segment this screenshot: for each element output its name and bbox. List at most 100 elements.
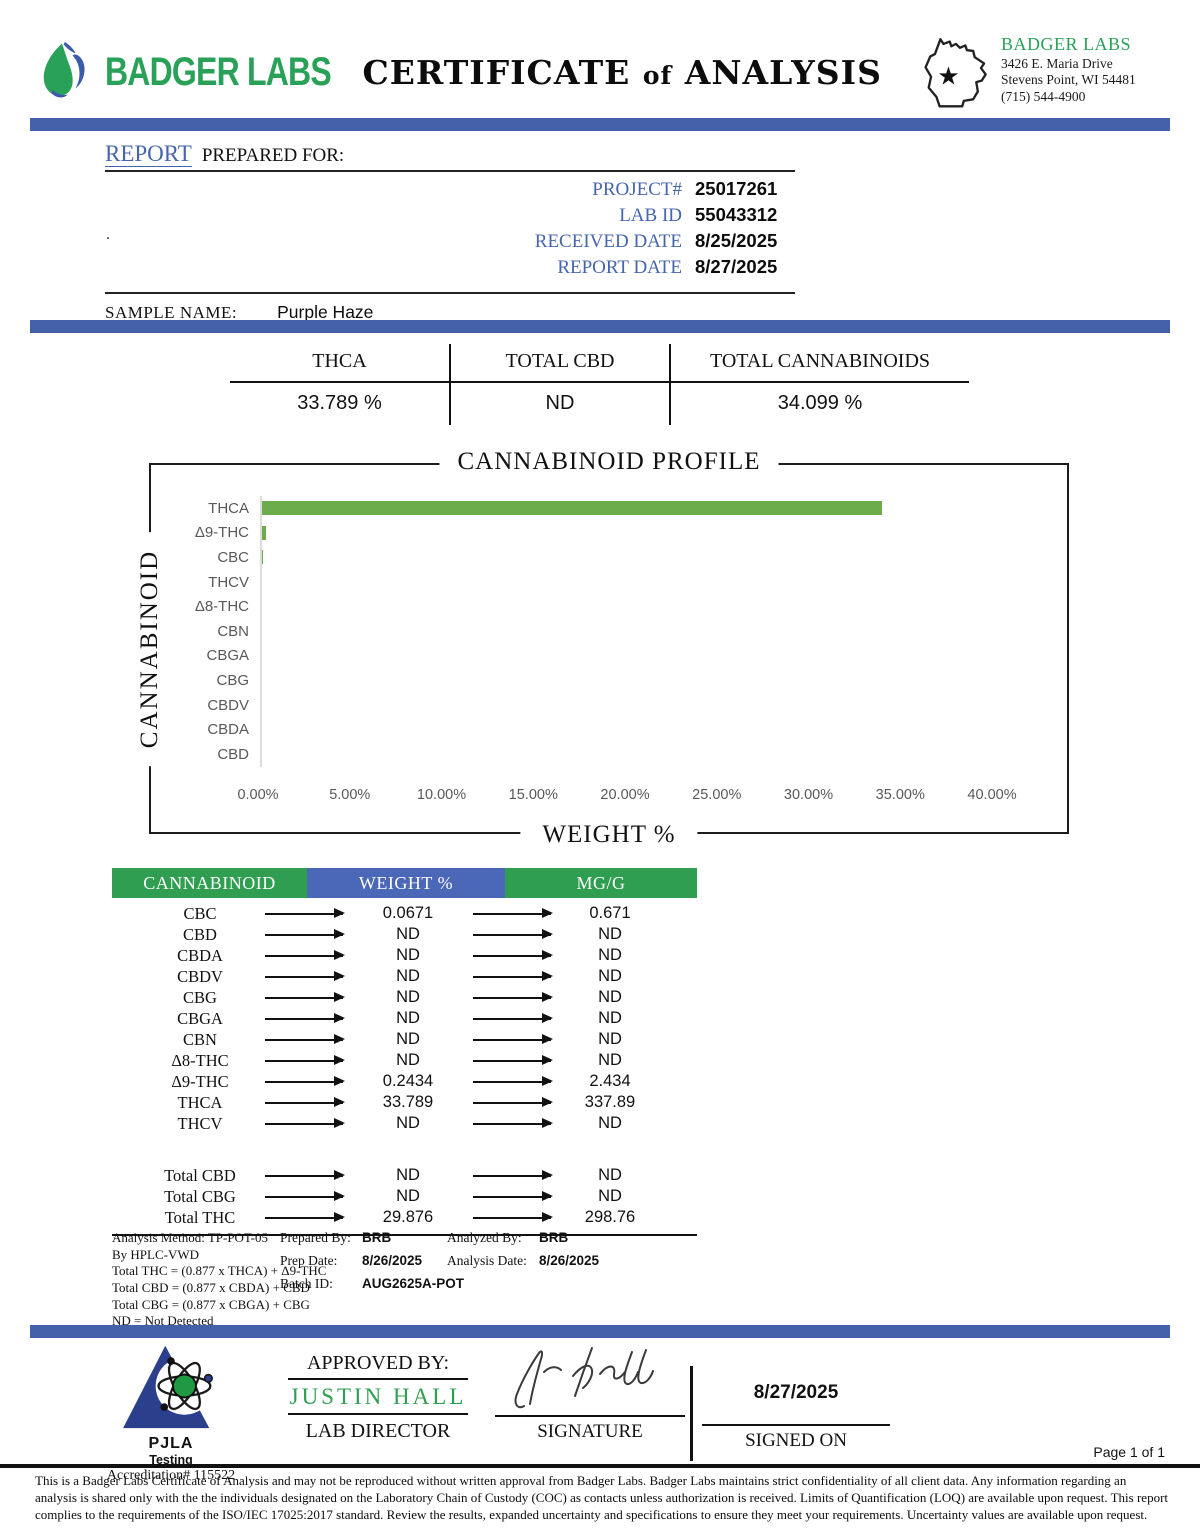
summary-column: TOTAL CANNABINOIDS 34.099 % (669, 344, 969, 425)
arrow-cell (468, 992, 556, 1002)
cannabinoid-name: CBGA (177, 1008, 223, 1028)
arrow-icon (473, 992, 553, 1002)
weight-percent-value: ND (396, 1009, 420, 1027)
prep-notes: Prepared By: BRB Prep Date: 8/26/2025 Batc… (280, 1230, 530, 1299)
mg-per-g-value: ND (598, 1187, 622, 1205)
arrow-icon (265, 971, 345, 981)
sample-name-value: Purple Haze (277, 302, 374, 323)
cannabinoid-name: CBG (183, 987, 217, 1007)
chart-x-tick-label: 20.00% (600, 787, 650, 803)
chart-bar-track (260, 717, 996, 742)
report-field-value: 8/27/2025 (695, 256, 778, 278)
disclaimer-text: This is a Badger Labs Certificate of Ana… (35, 1473, 1169, 1523)
chart-row: Δ8-THC (151, 594, 1067, 619)
cannabinoid-name: CBD (183, 924, 217, 944)
chart-category-label: CBG (216, 671, 249, 689)
method-note-line: Analysis Method: TP-POT-05 (112, 1230, 269, 1245)
chart-row: CBC (151, 545, 1067, 570)
method-note-line: Total CBG = (0.877 x CBGA) + CBG (112, 1296, 310, 1312)
page-title: CERTIFICATE of ANALYSIS (362, 52, 882, 92)
arrow-cell (260, 950, 348, 960)
chart-row: CBN (151, 618, 1067, 644)
arrow-cell (260, 1212, 348, 1222)
report-field-value: 55043312 (695, 204, 778, 226)
analyzed-by-value: BRB (539, 1230, 569, 1245)
chart-bar (262, 550, 264, 565)
lab-phone: (715) 544-4900 (1001, 89, 1086, 105)
arrow-cell (260, 1097, 348, 1107)
chart-row: CBGA (151, 643, 1067, 669)
arrow-icon (265, 1118, 345, 1128)
weight-percent-value: 29.876 (382, 1208, 434, 1226)
summary-column: THCA 33.789 % (230, 344, 449, 425)
arrow-icon (265, 1034, 345, 1044)
table-row: Total CBD ND ND (112, 1165, 697, 1186)
batch-id-value: AUG2625A-POT (362, 1276, 465, 1291)
pjla-name: PJLA (148, 1435, 194, 1452)
mg-per-g-value: ND (598, 946, 622, 964)
report-fields: PROJECT# 25017261 LAB ID 55043312 RECEIVED D… (105, 172, 795, 295)
footer: PJLA Testing Accreditation# 115522 APPRO… (0, 1340, 1200, 1483)
prep-date-value: 8/26/2025 (362, 1253, 423, 1268)
data-table-body: CBC 0.0671 0.671 CBD ND ND CBDA ND ND CBDV ND ND CBG… (112, 898, 697, 1236)
arrow-cell (468, 908, 556, 918)
mg-per-g-value: ND (598, 1166, 622, 1184)
chart-category-label: CBN (217, 622, 249, 640)
chart-row: CBG (151, 668, 1067, 693)
mg-per-g-value: ND (598, 1051, 622, 1069)
stray-dot: . (106, 226, 110, 243)
arrow-icon (265, 929, 345, 939)
data-table-header-cell: WEIGHT % (307, 868, 505, 898)
table-row: Total CBG ND ND (112, 1186, 697, 1207)
report-field-value: 8/25/2025 (695, 230, 778, 252)
arrow-cell (468, 1212, 556, 1222)
arrow-cell (260, 908, 348, 918)
cannabinoid-name: CBDV (177, 966, 223, 986)
chart-x-ticks: 0.00% 5.00% 10.00% 15.00% 20.00% 25.00% 30.00%… (237, 787, 1016, 807)
cannabinoid-name: Total CBG (164, 1186, 236, 1206)
approver-name: JUSTIN HALL (288, 1380, 468, 1415)
arrow-icon (473, 1191, 553, 1201)
badger-labs-logo: BADGER LABS (35, 39, 387, 105)
mg-per-g-value: ND (598, 1009, 622, 1027)
summary-column-value: ND (545, 392, 575, 414)
cannabinoid-name: THCV (177, 1113, 223, 1133)
approved-by-label: APPROVED BY: (288, 1352, 468, 1380)
cannabinoid-name: CBN (183, 1029, 217, 1049)
summary-column-value: 34.099 % (777, 392, 863, 414)
table-row: CBC 0.0671 0.671 (112, 903, 697, 924)
report-block: REPORT PREPARED FOR: . PROJECT# 25017261 L… (105, 141, 795, 323)
mg-per-g-value: ND (598, 967, 622, 985)
approved-by-block: APPROVED BY: JUSTIN HALL LAB DIRECTOR (288, 1352, 468, 1443)
signed-on-line (702, 1424, 890, 1426)
report-field-row: PROJECT# 25017261 (105, 178, 795, 204)
sample-name-label: SAMPLE NAME: (105, 303, 238, 323)
table-row: CBDA ND ND (112, 945, 697, 966)
arrow-icon (473, 950, 553, 960)
summary-column-header: THCA (230, 344, 449, 383)
lab-name: BADGER LABS (1001, 34, 1132, 54)
chart-category-label: THCA (208, 499, 249, 517)
weight-percent-value: 0.0671 (382, 904, 434, 922)
weight-percent-value: ND (396, 946, 420, 964)
logo-wordmark: BADGER LABS (105, 49, 332, 94)
arrow-cell (260, 1055, 348, 1065)
arrow-icon (473, 908, 553, 918)
analysis-notes-right: Analyzed By: BRB Analysis Date: 8/26/2025 (447, 1230, 707, 1276)
chart-x-tick-label: 35.00% (875, 787, 925, 803)
arrow-icon (473, 1097, 553, 1107)
mg-per-g-value: ND (598, 988, 622, 1006)
weight-percent-value: ND (396, 1114, 420, 1132)
chart-x-tick-label: 10.00% (416, 787, 467, 803)
prepared-by-label: Prepared By: (280, 1230, 351, 1245)
signature-block: SIGNATURE (495, 1340, 685, 1443)
arrow-cell (260, 971, 348, 981)
mg-per-g-value: 0.671 (589, 904, 631, 922)
chart-x-tick-label: 40.00% (967, 787, 1017, 803)
table-spacer (112, 1134, 697, 1165)
data-table-header: CANNABINOID WEIGHT % MG/G (112, 868, 697, 898)
report-field-label: LAB ID (619, 205, 682, 227)
mg-per-g-value: 337.89 (584, 1093, 636, 1111)
weight-percent-value: ND (396, 988, 420, 1006)
